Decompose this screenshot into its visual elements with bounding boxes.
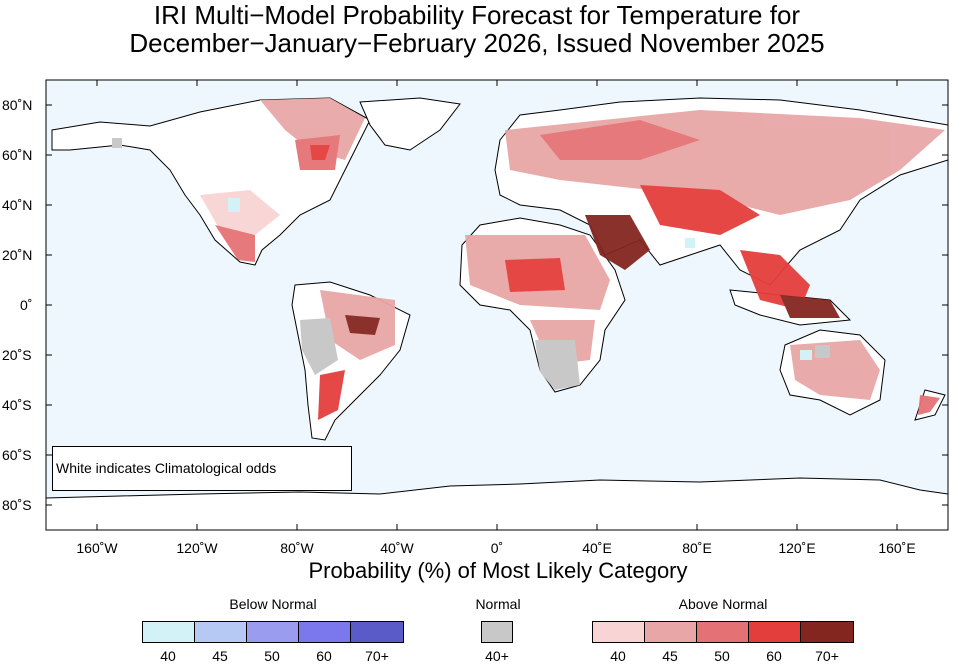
below-normal-shading (228, 198, 812, 360)
lon-label: 120˚E (778, 540, 816, 556)
legend-swatch (350, 621, 404, 643)
north-america (51, 97, 371, 266)
legend-swatch (696, 621, 749, 643)
lat-label: 80˚N (2, 97, 33, 113)
lat-label: 20˚N (2, 247, 33, 263)
lat-label: 40˚N (2, 197, 33, 213)
greenland (359, 97, 461, 151)
lon-label: 40˚W (380, 540, 414, 556)
legend-label: 70+ (365, 648, 389, 664)
lon-label: 80˚E (682, 540, 712, 556)
legend-label: 40 (160, 648, 176, 664)
lon-label: 40˚E (582, 540, 612, 556)
lat-label: 60˚N (2, 147, 33, 163)
land-layer (46, 97, 948, 530)
legend-label: 50 (264, 648, 280, 664)
legend-swatch (142, 621, 195, 643)
x-axis-title: Probability (%) of Most Likely Category (308, 558, 688, 583)
legend-swatch (748, 621, 801, 643)
legend-label: 60 (766, 648, 782, 664)
axis-ticks (46, 80, 948, 530)
legend-label: 60 (316, 648, 332, 664)
lat-label: 20˚S (2, 347, 32, 363)
lon-label: 80˚W (280, 540, 314, 556)
lon-label: 120˚W (176, 540, 218, 556)
normal-shading (112, 138, 830, 390)
legend-swatch (246, 621, 299, 643)
antarctica (46, 477, 948, 530)
title-line-2: December−January−February 2026, Issued N… (129, 28, 825, 58)
lon-label: 160˚W (76, 540, 118, 556)
legend-label: 40 (610, 648, 626, 664)
lat-label: 40˚S (2, 397, 32, 413)
legend-label: 50 (714, 648, 730, 664)
lat-label: 0˚ (20, 297, 33, 313)
title-line-1: IRI Multi−Model Probability Forecast for… (153, 0, 801, 30)
legend-title-above: Above Normal (678, 596, 768, 612)
lon-label: 160˚E (878, 540, 916, 556)
legend-title-normal: Normal (475, 596, 521, 612)
legend-swatch (644, 621, 697, 643)
climatological-note: White indicates Climatological odds (52, 446, 352, 491)
legend-swatch (298, 621, 351, 643)
legend-swatch (481, 621, 513, 643)
legend-swatch (194, 621, 247, 643)
legend-title-below: Below Normal (229, 596, 317, 612)
legend-label: 45 (662, 648, 678, 664)
lat-label: 60˚S (2, 447, 32, 463)
legend-label: 70+ (815, 648, 839, 664)
legend-label: 45 (212, 648, 228, 664)
lat-label: 80˚S (2, 497, 32, 513)
legend-swatch (800, 621, 854, 643)
legend-label: 40+ (485, 648, 509, 664)
legend-swatch (592, 621, 645, 643)
lon-label: 0˚ (490, 540, 504, 556)
